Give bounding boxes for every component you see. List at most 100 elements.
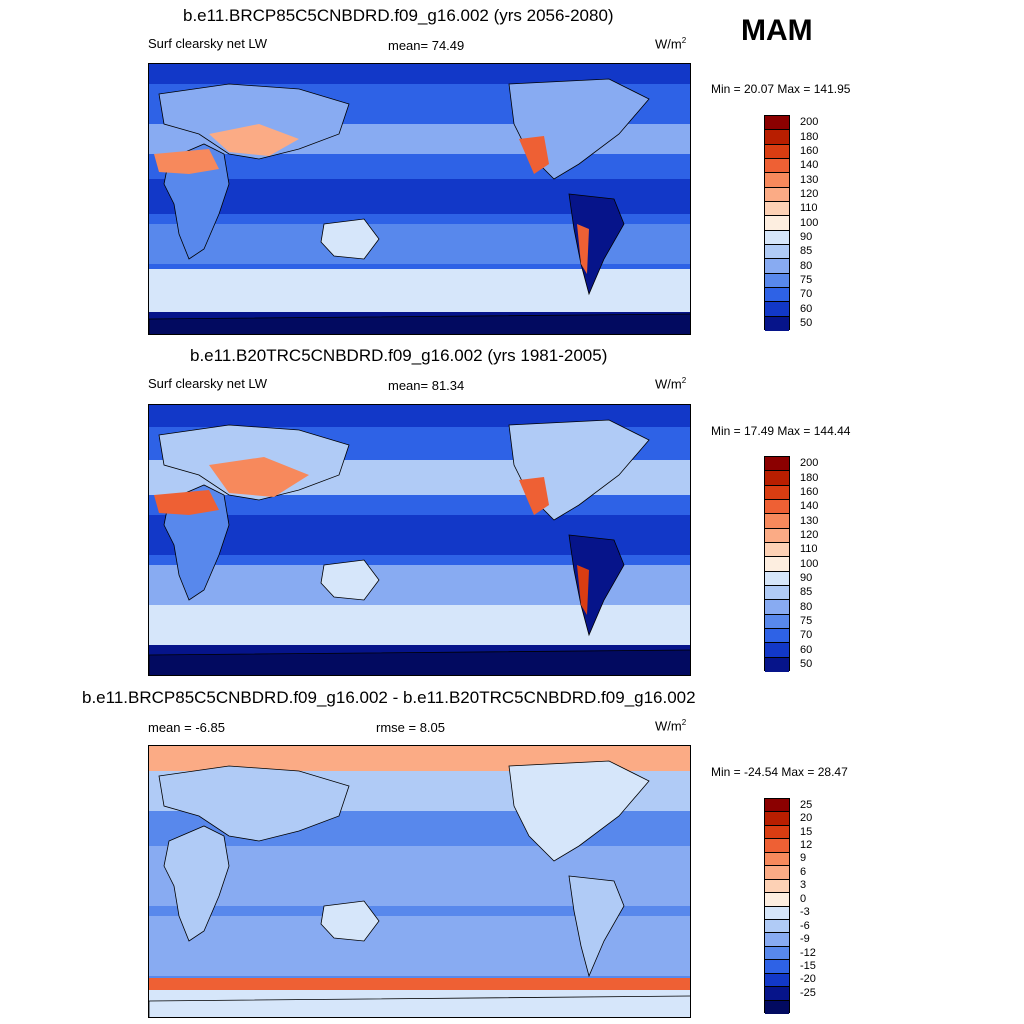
- colorbar-tick-label: 70: [800, 629, 813, 642]
- colorbar-tick-label: 130: [800, 173, 819, 186]
- panel2-map-svg: [149, 405, 690, 675]
- south-america-shape: [568, 534, 625, 637]
- colorbar-swatch: [765, 457, 789, 472]
- colorbar-tick-label: 80: [800, 600, 813, 613]
- colorbar-tick-label: -15: [800, 959, 816, 972]
- colorbar-tick-label: 70: [800, 288, 813, 301]
- colorbar-swatch: [765, 316, 789, 331]
- colorbar-tick-label: -6: [800, 919, 810, 932]
- panel3-units-text: W/m: [655, 718, 682, 734]
- na-warm: [519, 477, 549, 515]
- colorbar-tick-label: 20: [800, 812, 813, 825]
- antarctica-shape: [149, 313, 690, 334]
- sahara-warm: [154, 149, 219, 174]
- colorbar-tick-label: -25: [800, 986, 816, 999]
- colorbar-swatch: [765, 933, 789, 947]
- colorbar-swatch: [765, 201, 789, 217]
- band-arctic: [149, 405, 690, 427]
- colorbar-tick-label: 15: [800, 825, 813, 838]
- panel3-rmse: rmse = 8.05: [376, 720, 446, 735]
- colorbar-swatch: [765, 643, 789, 658]
- colorbar-swatch: [765, 812, 789, 826]
- panel3-map-svg: [149, 746, 690, 1017]
- colorbar-tick-label: 120: [800, 528, 819, 541]
- colorbar-tick-label: 85: [800, 245, 813, 258]
- colorbar-swatch: [765, 600, 789, 615]
- colorbar-tick-label: -12: [800, 946, 816, 959]
- colorbar-tick-label: 50: [800, 316, 813, 329]
- colorbar-swatch: [765, 879, 789, 894]
- panel2-units: W/m2: [655, 376, 686, 391]
- colorbar-swatch: [765, 557, 789, 572]
- colorbar-swatch: [765, 571, 789, 586]
- colorbar-swatch: [765, 273, 789, 288]
- colorbar-swatch: [765, 116, 789, 131]
- colorbar-tick-label: 12: [800, 839, 813, 852]
- panel2-variable-label: Surf clearsky net LW: [148, 376, 267, 391]
- panel3-colorbar: [764, 798, 790, 1014]
- colorbar-tick-label: 60: [800, 643, 813, 656]
- colorbar-tick-label: 100: [800, 557, 819, 570]
- band-south-pale: [149, 269, 690, 314]
- panel2-title: b.e11.B20TRC5CNBDRD.f09_g16.002 (yrs 198…: [190, 346, 608, 365]
- colorbar-swatch: [765, 216, 789, 231]
- panel1-mean: mean= 74.49: [388, 38, 465, 53]
- panel1-variable-label: Surf clearsky net LW: [148, 36, 267, 51]
- panel1-minmax: Min = 20.07 Max = 141.95: [711, 82, 851, 96]
- panel1-map: [148, 63, 691, 335]
- colorbar-tick-label: 110: [800, 543, 818, 556]
- south-america-shape: [568, 193, 625, 296]
- colorbar-swatch: [765, 144, 789, 159]
- colorbar-tick-label: 50: [800, 657, 813, 670]
- australia-shape: [320, 218, 380, 260]
- panel3-mean: mean = -6.85: [148, 720, 225, 735]
- sahara-warm: [154, 490, 219, 515]
- africa-shape: [163, 825, 230, 942]
- colorbar-tick-label: 200: [800, 457, 819, 470]
- colorbar-tick-label: 85: [800, 586, 813, 599]
- colorbar-swatch: [765, 893, 789, 907]
- colorbar-swatch: [765, 866, 789, 880]
- panel1-units-text: W/m: [655, 36, 682, 52]
- colorbar-tick-label: 120: [800, 187, 819, 200]
- colorbar-swatch: [765, 542, 789, 558]
- panel1-units-sup: 2: [681, 36, 687, 45]
- colorbar-swatch: [765, 471, 789, 486]
- colorbar-tick-label: 100: [800, 216, 819, 229]
- colorbar-swatch: [765, 1000, 789, 1014]
- colorbar-swatch: [765, 230, 789, 245]
- colorbar-tick-label: 160: [800, 485, 819, 498]
- colorbar-tick-label: 110: [800, 202, 818, 215]
- colorbar-swatch: [765, 628, 789, 644]
- colorbar-tick-label: 75: [800, 273, 813, 286]
- colorbar-tick-label: -20: [800, 973, 816, 986]
- colorbar-tick-label: 6: [800, 865, 807, 878]
- colorbar-swatch: [765, 973, 789, 988]
- colorbar-swatch: [765, 657, 789, 672]
- panel1-title: b.e11.BRCP85C5CNBDRD.f09_g16.002 (yrs 20…: [183, 6, 614, 25]
- colorbar-swatch: [765, 825, 789, 840]
- australia-shape: [320, 559, 380, 601]
- colorbar-tick-label: 3: [800, 879, 807, 892]
- colorbar-tick-label: 25: [800, 798, 813, 811]
- eurasia-shape: [158, 765, 350, 842]
- colorbar-swatch: [765, 799, 789, 813]
- colorbar-swatch: [765, 173, 789, 188]
- colorbar-tick-label: 0: [800, 892, 807, 905]
- panel3-map: [148, 745, 691, 1018]
- colorbar-tick-label: 80: [800, 259, 813, 272]
- colorbar-tick-label: 90: [800, 571, 813, 584]
- colorbar-tick-label: 75: [800, 614, 813, 627]
- asia-warm: [209, 124, 299, 156]
- colorbar-swatch: [765, 302, 789, 317]
- andes-warm: [577, 224, 589, 274]
- season-label: MAM: [741, 14, 813, 47]
- colorbar-swatch: [765, 852, 789, 867]
- colorbar-tick-label: 90: [800, 230, 813, 243]
- andes-warm: [577, 565, 589, 615]
- eurasia-shape: [158, 83, 350, 160]
- panel2-minmax: Min = 17.49 Max = 144.44: [711, 424, 851, 438]
- colorbar-tick-label: 180: [800, 471, 819, 484]
- colorbar-swatch: [765, 960, 789, 974]
- panel3-units-sup: 2: [681, 718, 687, 727]
